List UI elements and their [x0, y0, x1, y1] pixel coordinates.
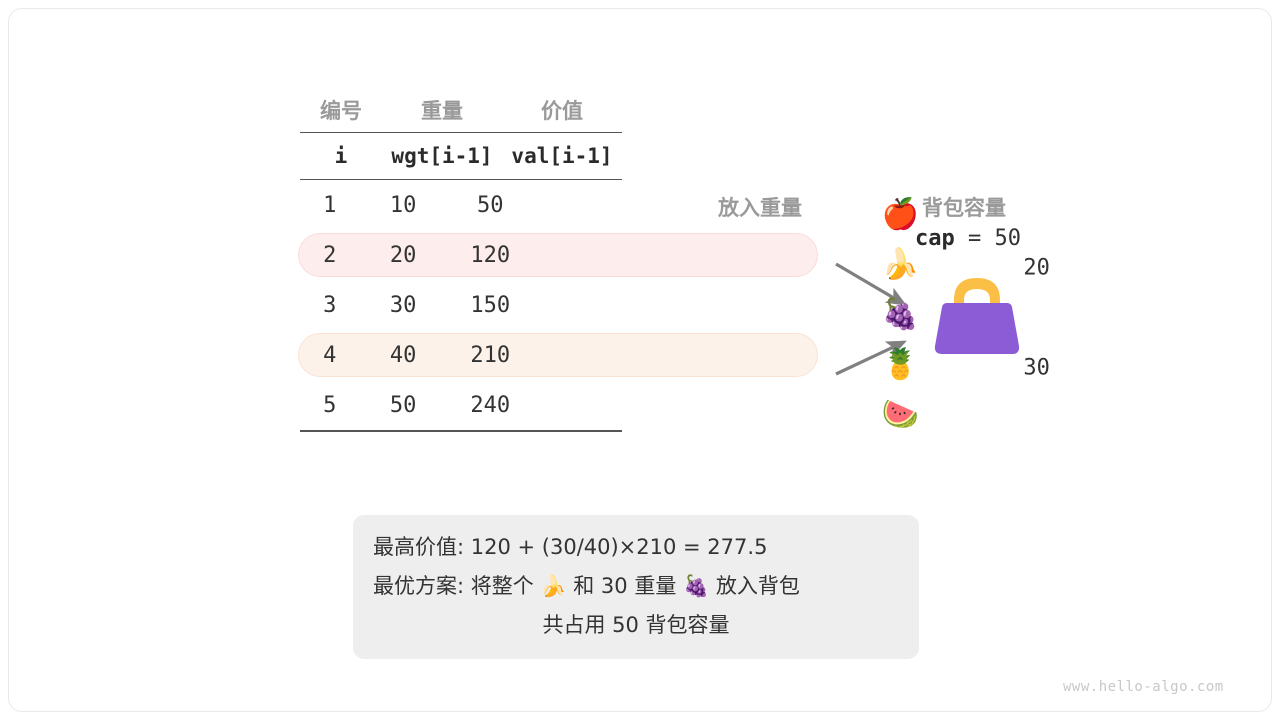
table-row: 5 50 240 🍉	[300, 380, 919, 430]
header-index: 编号	[320, 99, 362, 123]
capacity-expression: cap = 50	[915, 226, 1021, 251]
code-header-wgt: wgt[i-1]	[391, 144, 493, 168]
watermark: www.hello-algo.com	[1063, 679, 1224, 695]
cell-weight: 50	[389, 392, 417, 418]
row-highlight	[298, 233, 818, 277]
table-row: 2 20 120 🍌 20	[298, 230, 1050, 280]
table-rule-top	[300, 132, 622, 133]
cell-weight: 40	[389, 342, 417, 368]
table-rule-mid	[300, 179, 622, 180]
code-header-val: val[i-1]	[511, 144, 613, 168]
watermelon-icon: 🍉	[881, 397, 920, 432]
table-row: 3 30 150 🍇	[300, 280, 919, 330]
arrow-to-bag-lower	[835, 340, 907, 376]
cell-weight: 10	[389, 192, 417, 218]
arrow-to-bag-upper	[835, 262, 907, 306]
bag-body	[934, 303, 1020, 354]
cell-value: 240	[470, 392, 511, 418]
cell-index: 2	[323, 242, 337, 268]
table-code-header-row: i wgt[i-1] val[i-1]	[300, 133, 622, 179]
table-row: 4 40 210 🍍 30	[298, 330, 1050, 380]
banana-icon: 🍌	[881, 247, 920, 282]
code-header-i: i	[334, 144, 348, 168]
summary-line-max-value: 最高价值: 120 + (30/40)×210 = 277.5	[373, 535, 768, 559]
cell-index: 5	[323, 392, 337, 418]
pineapple-icon: 🍍	[881, 347, 920, 382]
table-rule-bottom	[300, 430, 622, 432]
cell-index: 3	[323, 292, 337, 318]
table-row: 1 10 50 🍎	[300, 180, 919, 230]
apple-icon: 🍎	[881, 197, 920, 232]
cell-index: 1	[323, 192, 337, 218]
row-highlight	[298, 333, 818, 377]
cell-value: 150	[470, 292, 511, 318]
grapes-icon: 🍇	[881, 297, 920, 332]
capacity-label: 背包容量	[922, 196, 1006, 220]
cap-keyword: cap	[915, 226, 955, 251]
cell-put-weight: 20	[1023, 255, 1050, 280]
cell-value: 210	[470, 342, 511, 368]
summary-box: 最高价值: 120 + (30/40)×210 = 277.5 最优方案: 将整…	[353, 515, 919, 659]
header-value: 价值	[541, 99, 583, 123]
cell-value: 120	[470, 242, 511, 268]
cap-value: = 50	[954, 226, 1021, 251]
header-weight: 重量	[421, 99, 463, 123]
table-header-row: 编号 重量 价值	[300, 88, 622, 132]
summary-line-total-used: 共占用 50 背包容量	[542, 613, 730, 637]
summary-line-optimal-plan: 最优方案: 将整个 🍌 和 30 重量 🍇 放入背包	[373, 574, 800, 598]
cell-weight: 20	[389, 242, 417, 268]
arrows-group	[835, 262, 907, 376]
cell-put-weight: 30	[1023, 355, 1050, 380]
cell-weight: 30	[389, 292, 417, 318]
bag-handle	[954, 278, 1000, 324]
cell-index: 4	[323, 342, 337, 368]
cell-value: 50	[477, 192, 504, 218]
knapsack-icon	[934, 278, 1020, 354]
put-weight-label: 放入重量	[718, 196, 802, 220]
items-table: 编号 重量 价值 i wgt[i-1] val[i-1] 1 10 50 🍎 2…	[298, 88, 1050, 432]
